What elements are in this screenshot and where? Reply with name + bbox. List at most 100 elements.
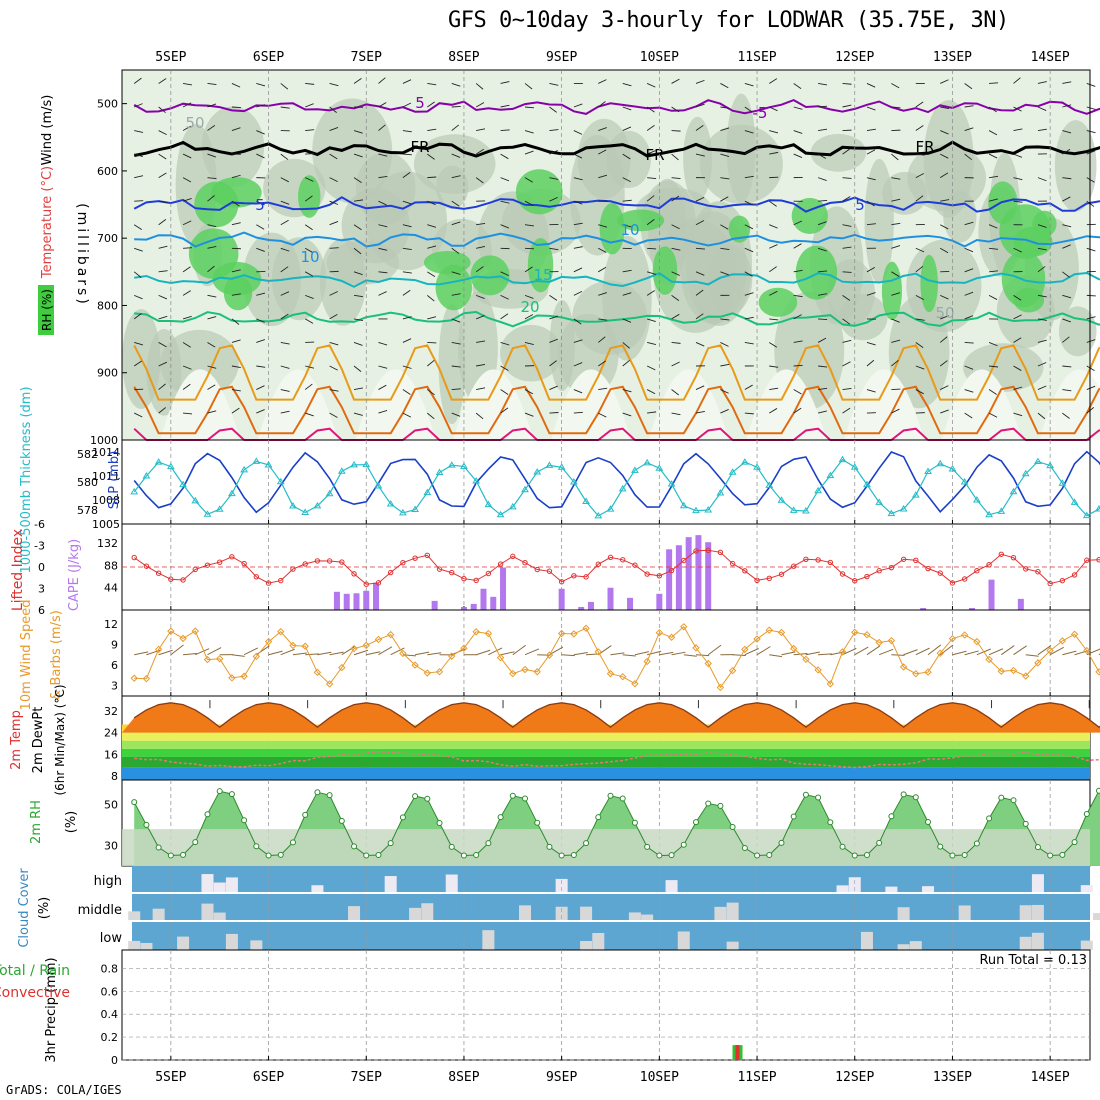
- cloud-1-42: [641, 914, 654, 920]
- slp-marker-60: [863, 480, 871, 488]
- slp-marker-30: [496, 510, 505, 518]
- wind10-barb-16: [329, 651, 344, 656]
- rh2m-marker-47: [705, 800, 712, 807]
- barb-541: [1013, 106, 1022, 112]
- rh-green-22: [527, 238, 554, 293]
- barb-138: [353, 153, 363, 158]
- slp-marker-73: [1021, 469, 1030, 477]
- barb-302: [622, 126, 632, 131]
- li-marker-50: [742, 568, 748, 574]
- barb-35: [182, 198, 192, 202]
- barb-578: [1062, 271, 1070, 278]
- rh-blob-17: [312, 98, 393, 204]
- barb-227: [500, 129, 510, 131]
- date-bottom-12SEP: 12SEP: [835, 1070, 874, 1085]
- barb-352: [695, 247, 705, 250]
- li-marker-26: [449, 569, 455, 576]
- barb-400: [769, 318, 779, 321]
- rh2m-marker-44: [668, 852, 675, 859]
- barb-338: [671, 271, 680, 276]
- barb-21: [158, 219, 167, 226]
- wind10-marker-73: [1022, 672, 1030, 680]
- rh2m-marker-30: [497, 814, 504, 821]
- wind10-marker-63: [899, 663, 908, 671]
- wind-barbs-upper: [133, 77, 1096, 420]
- barb-95: [280, 200, 290, 205]
- barb-389: [744, 412, 754, 415]
- barb-422: [818, 128, 828, 131]
- rh2m-marker-40: [619, 795, 626, 802]
- barb-478: [891, 388, 901, 390]
- barb-334: [671, 177, 681, 179]
- wind10-barb-15: [317, 651, 332, 656]
- barb-549: [1013, 294, 1022, 301]
- barb-323: [647, 271, 656, 275]
- slp-marker-0: [130, 487, 139, 495]
- barb-52: [207, 245, 217, 249]
- barb-399: [769, 290, 778, 296]
- barb-106: [305, 103, 314, 108]
- slp-marker-5: [191, 496, 200, 504]
- barb-282: [573, 362, 583, 367]
- barb-462: [866, 359, 875, 367]
- li-marker-43: [656, 573, 663, 579]
- wind10-barb-39: [610, 652, 625, 656]
- rh-hump-0: [160, 369, 241, 440]
- barb-28: [158, 383, 166, 390]
- barb-104: [280, 410, 290, 414]
- wind10-marker-28: [472, 628, 480, 636]
- wind10-barb-65: [927, 644, 942, 656]
- barb-18: [158, 153, 167, 160]
- rh-blob-57: [436, 165, 469, 210]
- barb-123: [329, 153, 338, 160]
- barb-183: [427, 153, 435, 160]
- barb-405: [793, 83, 802, 89]
- li-marker-51: [754, 577, 760, 584]
- wind10-marker-4: [179, 634, 187, 643]
- rh2m-marker-27: [460, 852, 467, 859]
- barb-61: [231, 106, 241, 109]
- slp-marker-55: [802, 507, 810, 514]
- cloud-0-8: [225, 877, 238, 892]
- barb-187: [427, 245, 437, 249]
- barb-73: [231, 389, 241, 392]
- barb-134: [329, 412, 338, 418]
- wind10-marker-16: [325, 680, 334, 688]
- barb-107: [305, 129, 315, 131]
- barb-5: [134, 200, 144, 202]
- barb-392: [769, 130, 779, 134]
- barb-267: [549, 360, 557, 367]
- barb-531: [988, 224, 998, 229]
- barb-428: [818, 270, 828, 273]
- barb-505: [940, 315, 949, 320]
- barb-447: [842, 361, 851, 367]
- barb-280: [573, 318, 582, 325]
- barb-304: [622, 177, 631, 183]
- barb-81: [256, 224, 265, 230]
- cloud-2-29: [482, 930, 495, 950]
- barb-576: [1062, 224, 1072, 228]
- rh2m-marker-75: [1047, 852, 1054, 859]
- wind10-barb-8: [231, 654, 245, 657]
- slp-marker-18: [350, 460, 358, 468]
- barb-131: [329, 342, 339, 346]
- barb-588: [1086, 150, 1096, 155]
- wind10-barb-40: [622, 654, 636, 657]
- li-marker-34: [546, 568, 553, 574]
- barb-341: [671, 342, 681, 344]
- cape-bar-2: [353, 593, 360, 610]
- barb-362: [720, 127, 730, 131]
- barb-583: [1062, 389, 1072, 392]
- barb-492: [915, 365, 925, 370]
- barb-186: [427, 224, 437, 228]
- wind10-marker-0: [130, 674, 138, 682]
- barb-229: [500, 177, 510, 182]
- barb-298: [598, 387, 608, 390]
- barb-167: [402, 130, 412, 133]
- barb-396: [769, 224, 778, 229]
- li-marker-18: [351, 571, 357, 577]
- temp-tick-24: 24: [104, 727, 118, 740]
- barb-203: [451, 271, 461, 275]
- barb-488: [915, 265, 924, 273]
- barb-129: [329, 291, 338, 296]
